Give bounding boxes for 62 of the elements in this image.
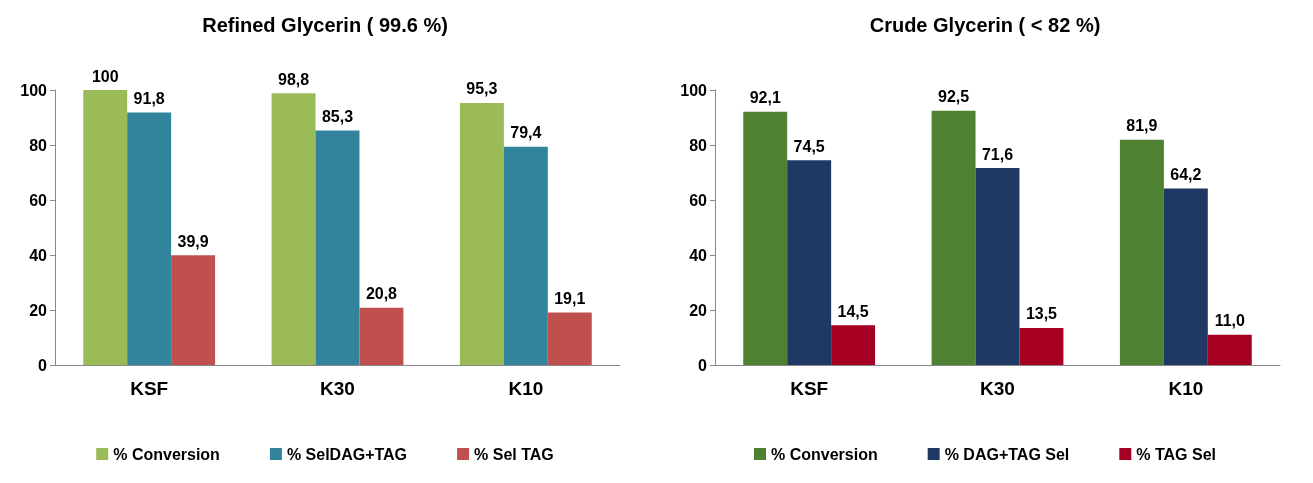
y-tick-label: 40 [29,246,48,264]
chart-title: Refined Glycerin ( 99.6 %) [202,14,448,36]
legend-label: % DAG+TAG Sel [944,445,1070,463]
bar [271,93,316,365]
y-tick-label: 60 [689,191,708,209]
bar [83,90,128,365]
bar [1207,334,1252,365]
data-label: 14,5 [837,302,869,320]
data-label: 92,5 [937,88,970,106]
y-tick-label: 20 [29,301,48,319]
bar [503,146,548,365]
data-label: 98,8 [277,70,310,88]
data-label: 20,8 [365,285,398,303]
bar [1019,327,1064,365]
legend-label: % Conversion [770,445,878,463]
data-label: 85,3 [321,107,354,125]
bar [171,255,216,365]
bar [743,111,788,365]
y-tick-label: 100 [680,81,708,99]
data-label: 39,9 [177,232,209,250]
bar [975,168,1020,365]
y-tick-label: 60 [29,191,48,209]
y-tick-label: 0 [698,356,708,374]
x-tick-label: K30 [320,378,355,399]
y-tick-label: 80 [29,136,48,154]
x-tick-label: K10 [1168,378,1204,399]
data-label: 92,1 [749,89,781,107]
legend-label: % TAG Sel [1136,445,1217,463]
legend-label: % SelDAG+TAG [286,445,408,463]
data-label: 13,5 [1025,305,1058,323]
y-tick-label: 20 [689,301,708,319]
data-label: 79,4 [510,124,542,142]
bar [315,130,360,365]
data-label: 100 [91,67,119,85]
legend-label: % Sel TAG [474,445,554,463]
data-label: 19,1 [554,289,586,307]
y-tick-label: 80 [689,136,708,154]
data-label: 71,6 [981,145,1014,163]
y-tick-label: 0 [38,356,48,374]
data-label: 64,2 [1170,165,1202,183]
bar [547,312,592,365]
data-label: 95,3 [466,80,498,98]
bar [1163,188,1208,365]
data-label: 91,8 [133,90,165,108]
x-tick-label: KSF [790,378,829,399]
data-label: 74,5 [793,137,825,155]
y-tick-label: 100 [20,81,48,99]
bar [787,160,832,365]
legend-label: % Conversion [113,445,220,463]
bar [1119,139,1164,365]
y-tick-label: 40 [689,246,708,264]
x-tick-label: K30 [980,378,1015,399]
bar [459,102,504,365]
data-label: 11,0 [1214,312,1245,330]
chart-title: Crude Glycerin ( < 82 %) [869,14,1101,36]
bar [127,112,172,365]
x-tick-label: KSF [130,378,169,399]
bar [931,110,976,365]
x-tick-label: K10 [508,378,544,399]
data-label: 81,9 [1126,117,1158,135]
bar [831,325,876,365]
bar [359,307,404,365]
